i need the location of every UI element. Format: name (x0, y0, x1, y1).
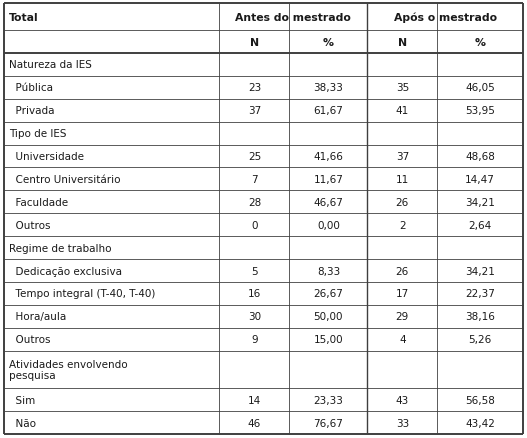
Text: 56,58: 56,58 (465, 395, 495, 405)
Text: 5,26: 5,26 (469, 335, 492, 344)
Text: Total: Total (9, 13, 38, 22)
Text: 26: 26 (396, 198, 409, 207)
Text: 46: 46 (248, 417, 261, 427)
Text: 41,66: 41,66 (314, 152, 343, 162)
Text: 5: 5 (251, 266, 258, 276)
Text: 37: 37 (248, 106, 261, 116)
Text: Tipo de IES: Tipo de IES (9, 129, 66, 139)
Text: 11,67: 11,67 (314, 174, 343, 184)
Text: Antes do mestrado: Antes do mestrado (236, 13, 352, 22)
Text: Outros: Outros (9, 335, 51, 344)
Text: 23,33: 23,33 (314, 395, 343, 405)
Text: %: % (475, 37, 486, 47)
Text: 34,21: 34,21 (465, 266, 495, 276)
Text: 14,47: 14,47 (465, 174, 495, 184)
Text: 35: 35 (396, 83, 409, 93)
Text: 41: 41 (396, 106, 409, 116)
Text: Regime de trabalho: Regime de trabalho (9, 243, 112, 253)
Text: Após o mestrado: Após o mestrado (394, 12, 497, 23)
Text: 11: 11 (396, 174, 409, 184)
Text: N: N (250, 37, 259, 47)
Text: 22,37: 22,37 (465, 289, 495, 299)
Text: Centro Universitário: Centro Universitário (9, 174, 121, 184)
Text: 17: 17 (396, 289, 409, 299)
Text: Outros: Outros (9, 220, 51, 230)
Text: 53,95: 53,95 (465, 106, 495, 116)
Text: 7: 7 (251, 174, 258, 184)
Text: Tempo integral (T-40, T-40): Tempo integral (T-40, T-40) (9, 289, 155, 299)
Text: 38,16: 38,16 (465, 312, 495, 321)
Text: 46,67: 46,67 (314, 198, 343, 207)
Text: 0: 0 (251, 220, 258, 230)
Text: N: N (398, 37, 407, 47)
Text: Universidade: Universidade (9, 152, 84, 162)
Text: Pública: Pública (9, 83, 53, 93)
Text: 37: 37 (396, 152, 409, 162)
Text: Faculdade: Faculdade (9, 198, 68, 207)
Text: %: % (323, 37, 334, 47)
Text: 76,67: 76,67 (314, 417, 343, 427)
Text: 2: 2 (399, 220, 406, 230)
Text: Hora/aula: Hora/aula (9, 312, 66, 321)
Text: Sim: Sim (9, 395, 35, 405)
Text: 25: 25 (248, 152, 261, 162)
Text: 2,64: 2,64 (469, 220, 492, 230)
Text: 23: 23 (248, 83, 261, 93)
Text: Privada: Privada (9, 106, 54, 116)
Text: 48,68: 48,68 (465, 152, 495, 162)
Text: 61,67: 61,67 (314, 106, 343, 116)
Text: Atividades envolvendo
pesquisa: Atividades envolvendo pesquisa (9, 359, 128, 380)
Text: 43: 43 (396, 395, 409, 405)
Text: 30: 30 (248, 312, 261, 321)
Text: 16: 16 (248, 289, 261, 299)
Text: 14: 14 (248, 395, 261, 405)
Text: 9: 9 (251, 335, 258, 344)
Text: 26: 26 (396, 266, 409, 276)
Text: 28: 28 (248, 198, 261, 207)
Text: 15,00: 15,00 (314, 335, 343, 344)
Text: Dedicação exclusiva: Dedicação exclusiva (9, 266, 122, 276)
Text: 50,00: 50,00 (314, 312, 343, 321)
Text: 0,00: 0,00 (317, 220, 340, 230)
Text: 26,67: 26,67 (314, 289, 343, 299)
Text: 46,05: 46,05 (465, 83, 495, 93)
Text: Não: Não (9, 417, 36, 427)
Text: 29: 29 (396, 312, 409, 321)
Text: 38,33: 38,33 (314, 83, 343, 93)
Text: 8,33: 8,33 (317, 266, 340, 276)
Text: Natureza da IES: Natureza da IES (9, 60, 92, 70)
Text: 34,21: 34,21 (465, 198, 495, 207)
Text: 4: 4 (399, 335, 406, 344)
Text: 43,42: 43,42 (465, 417, 495, 427)
Text: 33: 33 (396, 417, 409, 427)
